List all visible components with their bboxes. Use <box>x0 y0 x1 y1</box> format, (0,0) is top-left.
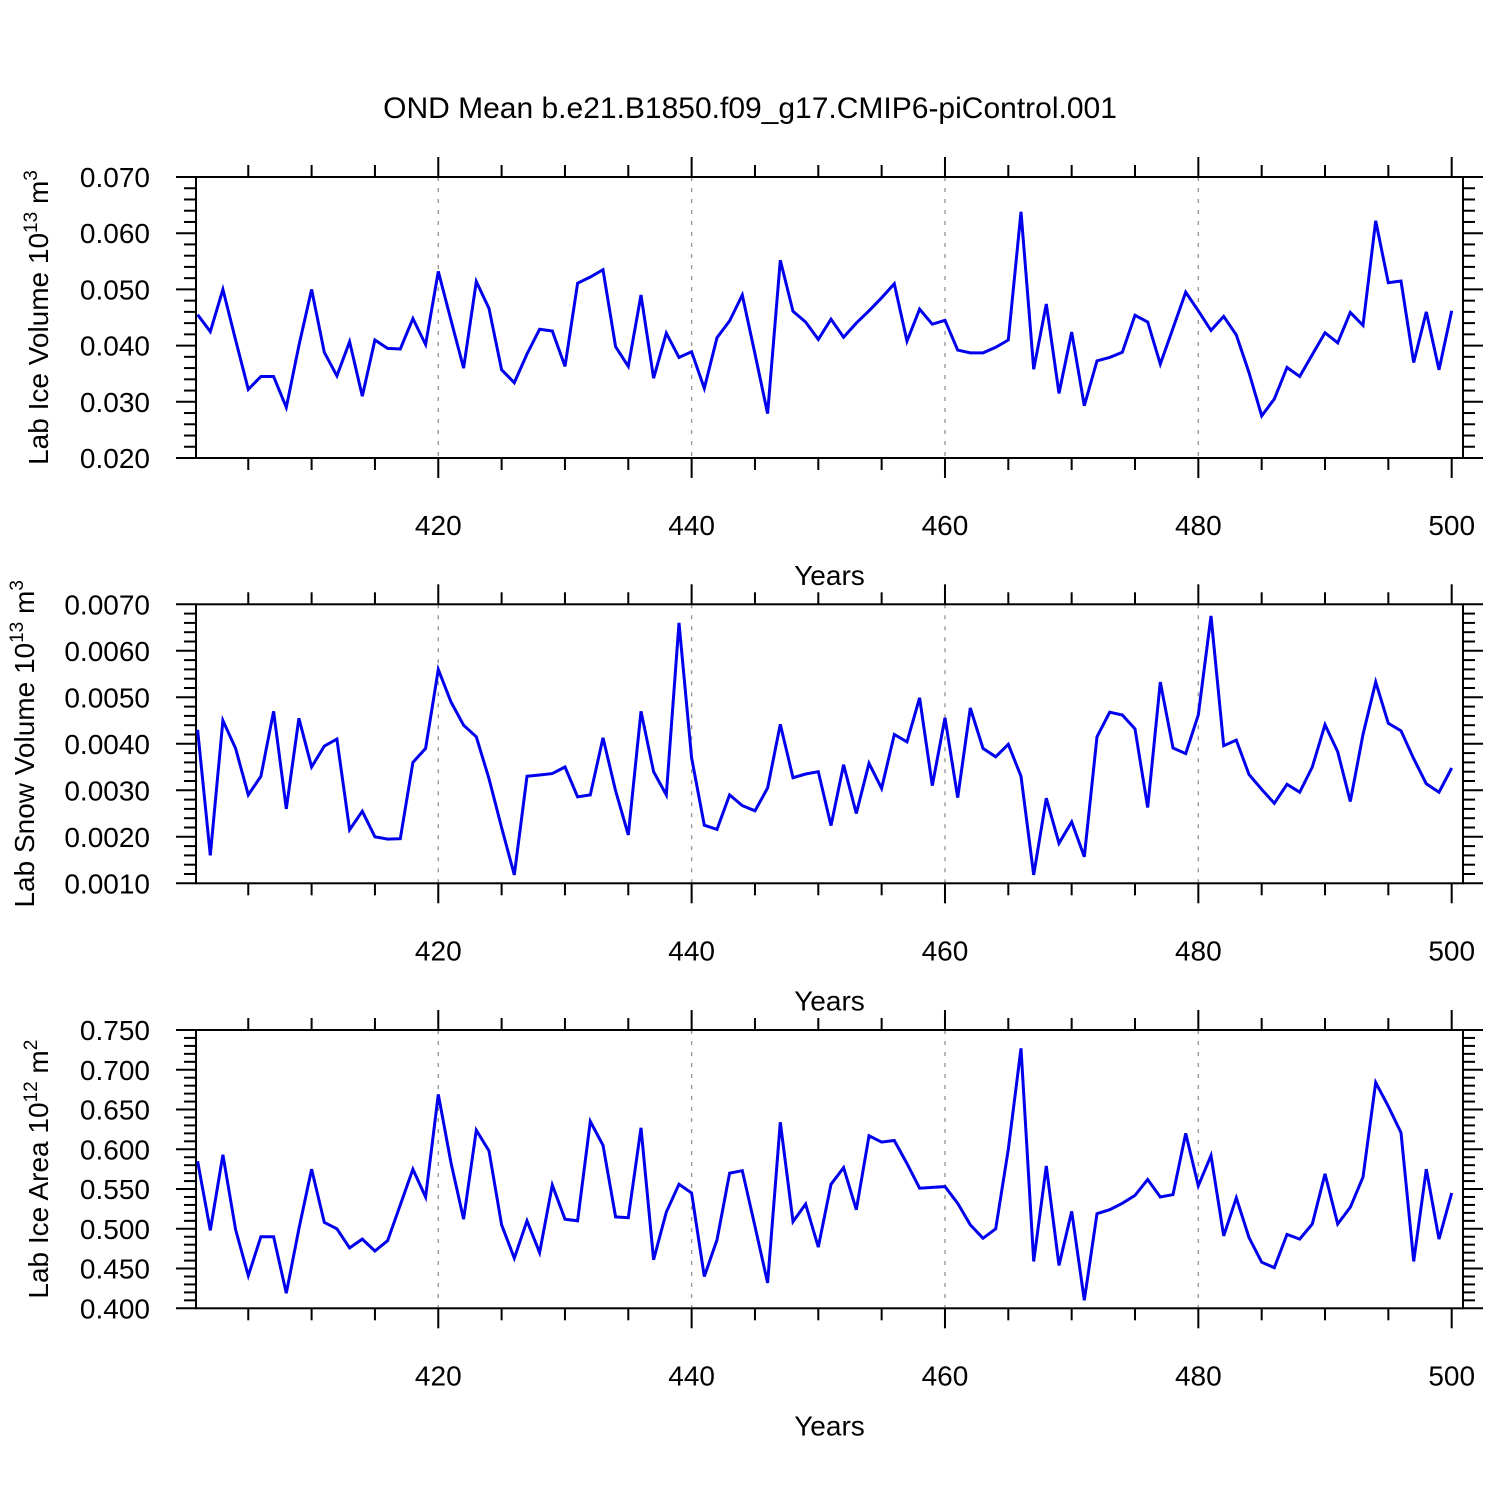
y-tick-label: 0.0050 <box>64 682 150 713</box>
y-tick-label: 0.500 <box>80 1214 150 1245</box>
x-axis-title: Years <box>794 985 865 1016</box>
y-tick-label: 0.650 <box>80 1095 150 1126</box>
y-tick-label: 0.700 <box>80 1055 150 1086</box>
panel-lab-ice-area: 0.400 0.450 0.500 0.550 0.600 0.650 0.700 0.750… <box>21 1010 1483 1441</box>
x-tick-label: 500 <box>1428 510 1475 541</box>
x-tick-label: 420 <box>415 510 462 541</box>
x-tick-label: 480 <box>1175 1360 1222 1391</box>
y-tick-label: 0.030 <box>80 387 150 418</box>
x-tick-label: 500 <box>1428 1360 1475 1391</box>
panel-lab-ice-volume: 0.020 0.030 0.040 0.050 0.060 0.070 420 440 460 4… <box>21 157 1483 591</box>
x-tick-label: 460 <box>922 935 969 966</box>
x-axis-title: Years <box>794 1410 865 1441</box>
axis-ticks <box>176 157 1483 478</box>
x-tick-label: 500 <box>1428 935 1475 966</box>
axis-ticks <box>176 584 1483 904</box>
y-axis-title: Lab Snow Volume 1013​ m3​ <box>7 580 40 907</box>
y-tick-label: 0.400 <box>80 1293 150 1324</box>
y-axis-title: Lab Ice Area 1012​ m2​ <box>21 1040 54 1299</box>
y-tick-label: 0.0070 <box>64 589 150 620</box>
y-tick-label: 0.550 <box>80 1174 150 1205</box>
y-tick-label: 0.450 <box>80 1254 150 1285</box>
x-tick-label: 440 <box>668 935 715 966</box>
x-tick-label: 420 <box>415 935 462 966</box>
y-tick-label: 0.0010 <box>64 868 150 899</box>
y-tick-label: 0.050 <box>80 274 150 305</box>
x-tick-label: 460 <box>922 510 969 541</box>
y-tick-label: 0.600 <box>80 1134 150 1165</box>
axis-ticks <box>176 1010 1483 1329</box>
y-tick-label: 0.040 <box>80 331 150 362</box>
y-tick-label: 0.0060 <box>64 636 150 667</box>
x-tick-label: 440 <box>668 1360 715 1391</box>
figure-title: OND Mean b.e21.B1850.f09_g17.CMIP6-piCon… <box>383 92 1117 125</box>
x-tick-label: 480 <box>1175 935 1222 966</box>
panels-container: 0.020 0.030 0.040 0.050 0.060 0.070 420 440 460 4… <box>7 157 1483 1441</box>
series-line-lab-snow-volume <box>196 615 1454 876</box>
y-tick-label: 0.070 <box>80 162 150 193</box>
panel-border <box>195 1029 1464 1310</box>
y-tick-label: 0.0020 <box>64 822 150 853</box>
y-tick-label: 0.0030 <box>64 775 150 806</box>
panel-border <box>195 176 1464 459</box>
x-tick-label: 460 <box>922 1360 969 1391</box>
x-tick-label: 480 <box>1175 510 1222 541</box>
y-tick-label: 0.750 <box>80 1015 150 1046</box>
y-tick-label: 0.0040 <box>64 729 150 760</box>
series-line-lab-ice-volume <box>196 211 1454 420</box>
panel-lab-snow-volume: 0.0010 0.0020 0.0030 0.0040 0.0050 0.0060 0.00… <box>7 580 1483 1016</box>
y-axis-title: Lab Ice Volume 1013​ m3​ <box>21 170 54 465</box>
panel-border <box>195 603 1464 885</box>
y-tick-label: 0.060 <box>80 218 150 249</box>
x-tick-label: 440 <box>668 510 715 541</box>
x-tick-label: 420 <box>415 1360 462 1391</box>
x-axis-title: Years <box>794 560 865 591</box>
series-line-lab-ice-area <box>196 1048 1454 1301</box>
y-tick-label: 0.020 <box>80 443 150 474</box>
